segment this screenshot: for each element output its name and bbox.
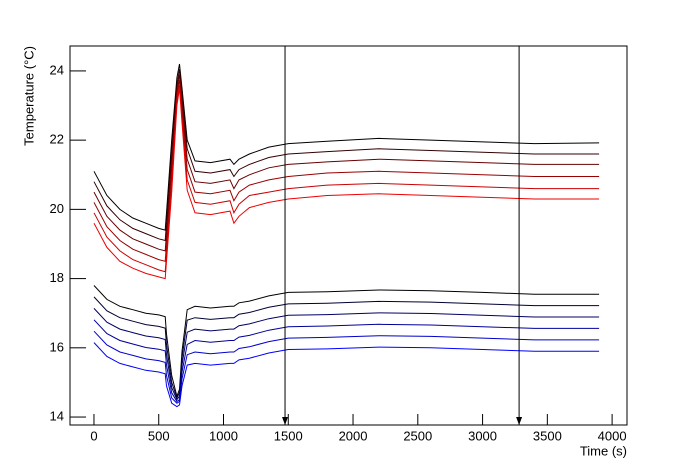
marker-arrow xyxy=(282,417,289,425)
data-line xyxy=(93,69,600,242)
y-tick-label: 18 xyxy=(50,270,64,285)
data-line xyxy=(93,330,600,404)
data-line xyxy=(93,296,600,400)
x-axis-label: Time (s) xyxy=(580,443,627,458)
data-line xyxy=(93,285,600,398)
data-line xyxy=(93,88,600,280)
y-tick-label: 22 xyxy=(50,132,64,147)
y-tick-label: 24 xyxy=(50,62,64,77)
data-line xyxy=(93,342,600,408)
y-tick-label: 14 xyxy=(50,408,64,423)
data-line xyxy=(93,63,600,231)
x-tick-label: 0 xyxy=(90,428,97,443)
x-tick-label: 2000 xyxy=(339,428,368,443)
marker-arrow xyxy=(516,417,523,425)
x-tick-label: 3000 xyxy=(468,428,497,443)
data-line xyxy=(93,308,600,401)
x-tick-label: 4000 xyxy=(598,428,627,443)
data-line xyxy=(93,319,600,403)
data-line xyxy=(93,74,600,252)
frame xyxy=(69,45,628,426)
data-line xyxy=(93,84,600,273)
x-tick-label: 2500 xyxy=(403,428,432,443)
y-tick-label: 20 xyxy=(50,201,64,216)
x-tick-label: 1500 xyxy=(274,428,303,443)
x-tick-label: 500 xyxy=(148,428,170,443)
x-tick-label: 3500 xyxy=(533,428,562,443)
y-axis-label: Temperature (°C) xyxy=(21,46,36,146)
data-line xyxy=(93,79,600,262)
x-tick-label: 1000 xyxy=(209,428,238,443)
y-tick-label: 16 xyxy=(50,339,64,354)
